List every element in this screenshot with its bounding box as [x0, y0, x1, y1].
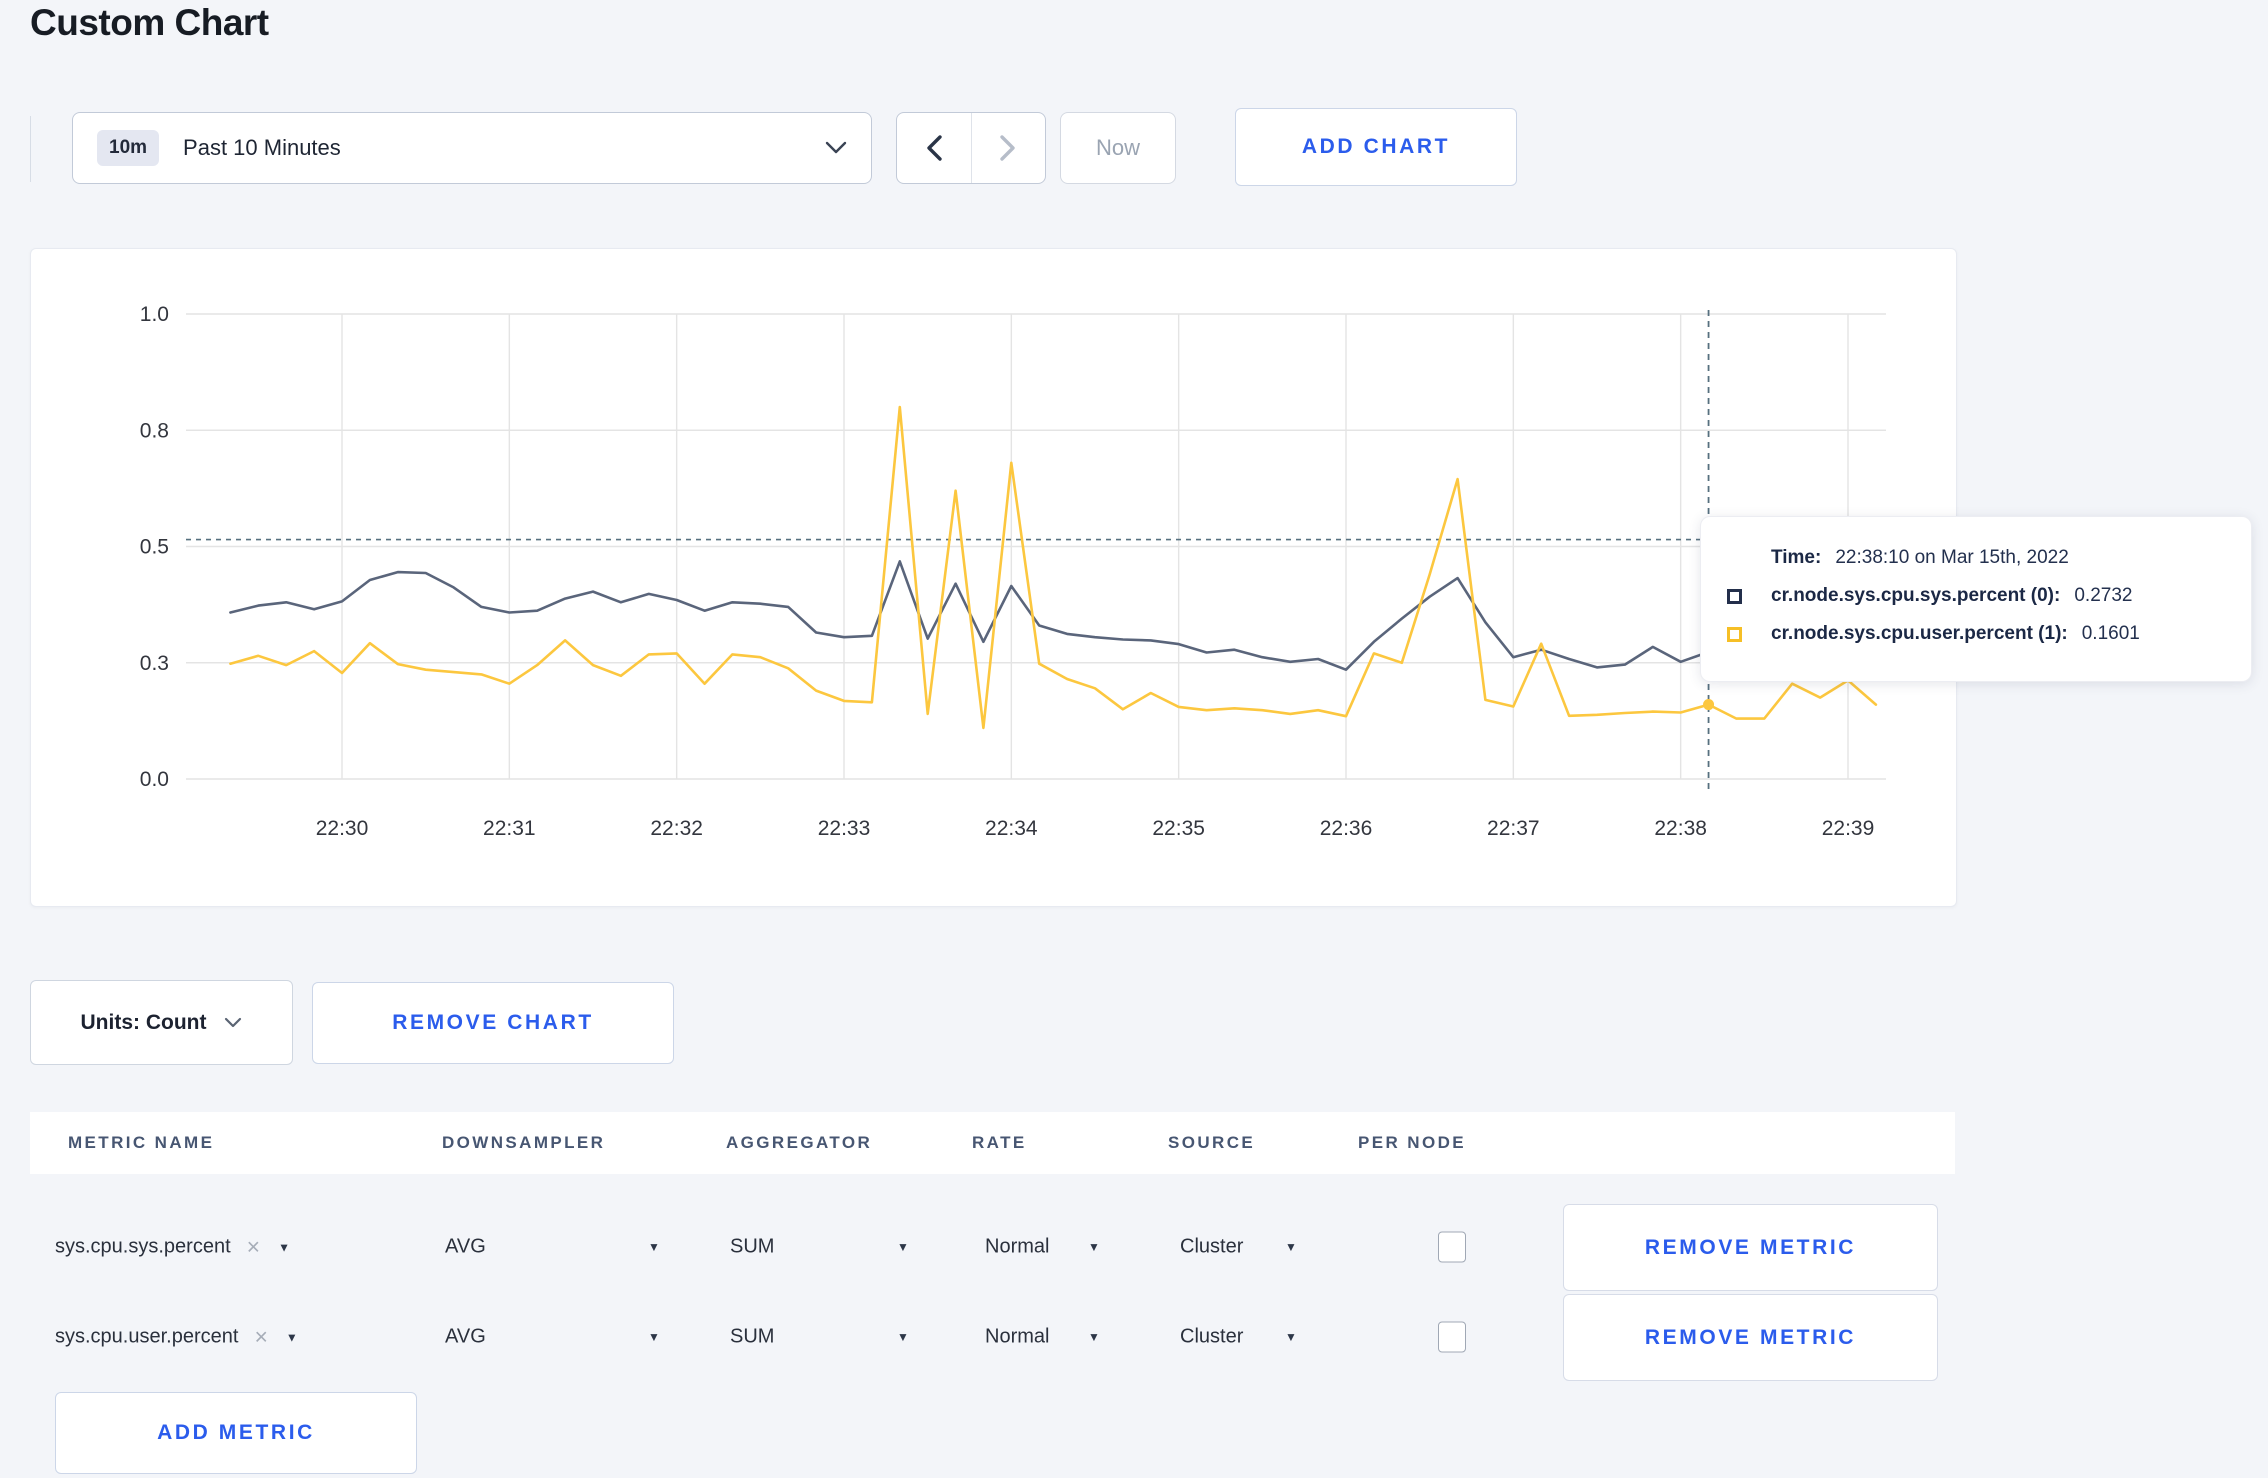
- col-header-downsampler: DOWNSAMPLER: [442, 1133, 606, 1152]
- svg-text:22:39: 22:39: [1822, 817, 1875, 840]
- chevron-right-icon: [1000, 135, 1015, 161]
- tooltip-series-sys-label: cr.node.sys.cpu.sys.percent (0):: [1771, 585, 2061, 606]
- add-metric-button[interactable]: ADD METRIC: [55, 1392, 417, 1474]
- col-header-rate: RATE: [972, 1133, 1027, 1152]
- tooltip-series-user-value: 0.1601: [2081, 623, 2140, 644]
- tooltip-series-sys-value: 0.2732: [2074, 585, 2133, 606]
- col-header-metric-name: METRIC NAME: [68, 1133, 215, 1152]
- chart-tooltip: Time: 22:38:10 on Mar 15th, 2022 cr.node…: [1700, 516, 2252, 682]
- caret-down-icon[interactable]: ▼: [1088, 1240, 1100, 1254]
- svg-text:1.0: 1.0: [140, 303, 169, 326]
- svg-text:22:34: 22:34: [985, 817, 1038, 840]
- svg-text:0.3: 0.3: [140, 652, 169, 675]
- col-header-aggregator: AGGREGATOR: [726, 1133, 873, 1152]
- caret-down-icon[interactable]: ▼: [648, 1330, 660, 1344]
- svg-text:0.0: 0.0: [140, 768, 169, 791]
- svg-text:22:32: 22:32: [650, 817, 703, 840]
- caret-down-icon[interactable]: ▼: [648, 1240, 660, 1254]
- tooltip-series-user-label: cr.node.sys.cpu.user.percent (1):: [1771, 623, 2068, 644]
- svg-text:22:36: 22:36: [1320, 817, 1373, 840]
- time-range-dropdown[interactable]: 10m Past 10 Minutes: [72, 112, 872, 184]
- time-nav-group: [896, 112, 1046, 184]
- chevron-down-icon: [825, 141, 847, 154]
- remove-metric-button[interactable]: REMOVE METRIC: [1563, 1294, 1938, 1381]
- table-row: sys.cpu.user.percent × ▼ AVG ▼ SUM ▼ Nor…: [30, 1292, 1955, 1382]
- caret-down-icon[interactable]: ▼: [1285, 1330, 1297, 1344]
- svg-text:22:38: 22:38: [1654, 817, 1707, 840]
- per-node-checkbox[interactable]: [1438, 1321, 1466, 1353]
- series-user-swatch-icon: [1727, 626, 1742, 642]
- downsampler-select[interactable]: AVG: [445, 1325, 486, 1348]
- downsampler-select[interactable]: AVG: [445, 1235, 486, 1258]
- caret-down-icon[interactable]: ▼: [1088, 1330, 1100, 1344]
- chevron-left-icon: [927, 135, 942, 161]
- svg-text:22:33: 22:33: [818, 817, 871, 840]
- svg-text:22:37: 22:37: [1487, 817, 1540, 840]
- aggregator-select[interactable]: SUM: [730, 1235, 775, 1258]
- source-select[interactable]: Cluster: [1180, 1235, 1244, 1258]
- svg-text:22:31: 22:31: [483, 817, 536, 840]
- svg-text:22:35: 22:35: [1152, 817, 1205, 840]
- hover-dot-user: [1703, 699, 1715, 711]
- units-label: Units: Count: [80, 1010, 207, 1034]
- time-back-button[interactable]: [897, 113, 971, 183]
- per-node-checkbox[interactable]: [1438, 1231, 1466, 1263]
- caret-down-icon[interactable]: ▼: [285, 1330, 298, 1344]
- metrics-table-header: METRIC NAME DOWNSAMPLER AGGREGATOR RATE …: [30, 1112, 1955, 1174]
- remove-chart-button[interactable]: REMOVE CHART: [312, 982, 674, 1064]
- chevron-down-icon: [225, 1017, 242, 1027]
- caret-down-icon[interactable]: ▼: [897, 1240, 909, 1254]
- aggregator-select[interactable]: SUM: [730, 1325, 775, 1348]
- caret-down-icon[interactable]: ▼: [278, 1240, 290, 1254]
- time-range-label: Past 10 Minutes: [183, 135, 341, 160]
- page-title: Custom Chart: [30, 2, 269, 43]
- rate-select[interactable]: Normal: [985, 1325, 1050, 1348]
- time-range-badge: 10m: [97, 130, 160, 166]
- svg-text:0.5: 0.5: [140, 536, 169, 559]
- source-select[interactable]: Cluster: [1180, 1325, 1244, 1348]
- series-line-sys: [229, 560, 1878, 672]
- time-forward-button[interactable]: [970, 113, 1046, 183]
- now-button[interactable]: Now: [1060, 112, 1176, 184]
- svg-text:22:30: 22:30: [316, 817, 369, 840]
- units-dropdown[interactable]: Units: Count: [30, 980, 293, 1065]
- metric-name-value[interactable]: sys.cpu.user.percent: [55, 1325, 239, 1348]
- series-sys-swatch-icon: [1727, 588, 1742, 604]
- remove-tag-icon[interactable]: ×: [254, 1323, 268, 1350]
- toolbar-divider: [30, 116, 31, 182]
- rate-select[interactable]: Normal: [985, 1235, 1050, 1258]
- caret-down-icon[interactable]: ▼: [897, 1330, 909, 1344]
- chart-axis-labels: 0.0 0.3 0.5 0.8 1.0 22:30 22:31 22:32 22:33 22:34…: [140, 303, 1874, 840]
- chart-card: 0.0 0.3 0.5 0.8 1.0 22:30 22:31 22:32 22:33 22:34…: [30, 248, 1957, 907]
- chart-gridlines: [186, 313, 1886, 780]
- series-line-user: [229, 405, 1878, 730]
- col-header-source: SOURCE: [1168, 1133, 1256, 1152]
- add-chart-button[interactable]: ADD CHART: [1235, 108, 1517, 186]
- table-row: sys.cpu.sys.percent × ▼ AVG ▼ SUM ▼ Norm…: [30, 1202, 1955, 1292]
- remove-metric-button[interactable]: REMOVE METRIC: [1563, 1204, 1938, 1291]
- col-header-per-node: PER NODE: [1358, 1133, 1466, 1152]
- chart-svg[interactable]: 0.0 0.3 0.5 0.8 1.0 22:30 22:31 22:32 22:33 22:34…: [31, 249, 1954, 904]
- remove-tag-icon[interactable]: ×: [246, 1233, 261, 1260]
- caret-down-icon[interactable]: ▼: [1285, 1240, 1297, 1254]
- tooltip-time-value: 22:38:10 on Mar 15th, 2022: [1835, 547, 2069, 568]
- metric-name-value[interactable]: sys.cpu.sys.percent: [55, 1235, 231, 1258]
- svg-text:0.8: 0.8: [140, 419, 169, 442]
- tooltip-time-label: Time:: [1771, 547, 1822, 568]
